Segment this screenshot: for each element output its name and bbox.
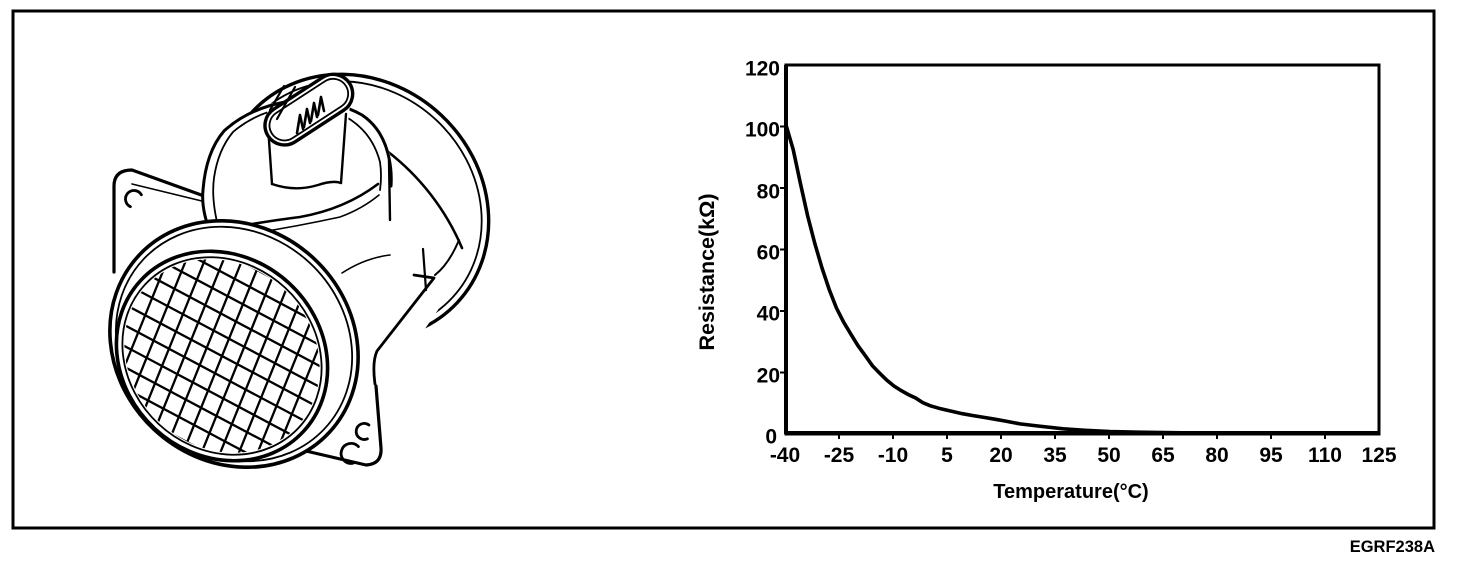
svg-text:0: 0 — [765, 426, 777, 449]
svg-text:120: 120 — [745, 58, 780, 81]
svg-text:20: 20 — [989, 444, 1012, 467]
svg-text:-10: -10 — [878, 444, 908, 467]
svg-text:20: 20 — [757, 365, 780, 388]
svg-text:60: 60 — [757, 242, 780, 265]
svg-text:-40: -40 — [770, 444, 800, 467]
svg-text:Temperature(°C): Temperature(°C) — [993, 481, 1148, 503]
svg-text:65: 65 — [1151, 444, 1175, 467]
svg-text:35: 35 — [1043, 444, 1067, 467]
svg-text:EGRF238A: EGRF238A — [1350, 538, 1435, 556]
svg-text:5: 5 — [941, 444, 953, 467]
svg-text:40: 40 — [757, 303, 780, 326]
svg-text:50: 50 — [1097, 444, 1120, 467]
svg-text:-25: -25 — [824, 444, 855, 467]
svg-text:80: 80 — [1205, 444, 1228, 467]
svg-text:100: 100 — [745, 119, 780, 142]
svg-text:80: 80 — [757, 181, 780, 204]
svg-text:125: 125 — [1361, 444, 1396, 467]
svg-text:95: 95 — [1259, 444, 1283, 467]
svg-text:110: 110 — [1308, 444, 1342, 467]
svg-text:Resistance(kΩ): Resistance(kΩ) — [695, 193, 719, 350]
